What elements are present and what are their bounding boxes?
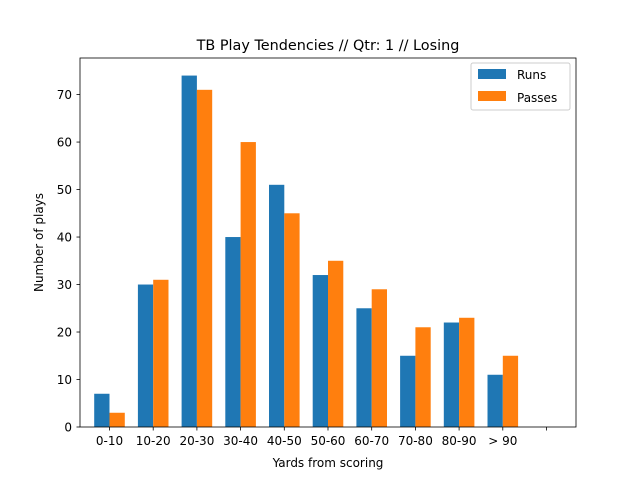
bar-passes-6 [371, 289, 387, 427]
x-tick-label-4: 40-50 [267, 434, 302, 448]
plot-area: 0-10 10-20 20-30 30-40 40-50 50-60 60-70 70-80 8… [57, 75, 547, 448]
bar-runs-0 [94, 393, 110, 427]
y-axis-label: Number of plays [32, 193, 46, 292]
bar-passes-1 [153, 279, 169, 427]
bar-passes-7 [415, 327, 431, 427]
y-tick-label-30: 30 [57, 278, 72, 292]
x-tick-label-8: 80-90 [442, 434, 477, 448]
x-tick-label-0: 0-10 [96, 434, 123, 448]
legend: Runs Passes [470, 62, 571, 111]
bar-passes-5 [328, 260, 344, 427]
bar-runs-9 [487, 374, 503, 427]
bar-runs-5 [312, 275, 328, 427]
legend-swatch-runs [478, 69, 506, 79]
y-tick-label-60: 60 [57, 136, 72, 150]
x-tick-label-1: 10-20 [136, 434, 171, 448]
legend-label-runs: Runs [517, 68, 546, 82]
bar-passes-0 [109, 412, 125, 427]
bar-runs-7 [400, 355, 416, 427]
y-tick-label-40: 40 [57, 231, 72, 245]
bar-passes-2 [196, 89, 213, 427]
bar-runs-8 [443, 322, 460, 427]
x-tick-label-3: 30-40 [223, 434, 258, 448]
y-tick-label-70: 70 [57, 88, 72, 102]
bar-runs-4 [269, 184, 285, 427]
plot-frame [79, 57, 577, 428]
legend-swatch-passes [478, 91, 506, 101]
y-tick-label-20: 20 [57, 326, 72, 340]
x-tick-label-6: 60-70 [354, 434, 389, 448]
x-axis-label: Yards from scoring [272, 456, 384, 470]
bar-runs-6 [356, 308, 372, 427]
y-tick-label-0: 0 [64, 421, 72, 435]
bar-passes-9 [502, 355, 519, 427]
bar-passes-8 [459, 317, 475, 427]
x-tick-label-7: 70-80 [398, 434, 433, 448]
bar-passes-3 [240, 142, 256, 427]
bar-runs-2 [181, 75, 197, 428]
x-tick-label-5: 50-60 [311, 434, 346, 448]
bar-passes-4 [284, 213, 300, 427]
legend-label-passes: Passes [517, 91, 557, 105]
bar-runs-3 [225, 237, 241, 427]
x-tick-label-9: > 90 [488, 434, 517, 448]
y-tick-label-10: 10 [57, 373, 72, 387]
x-tick-label-2: 20-30 [179, 434, 214, 448]
chart-title: TB Play Tendencies // Qtr: 1 // Losing [196, 38, 460, 54]
y-tick-label-50: 50 [57, 183, 72, 197]
bar-runs-1 [137, 284, 154, 427]
